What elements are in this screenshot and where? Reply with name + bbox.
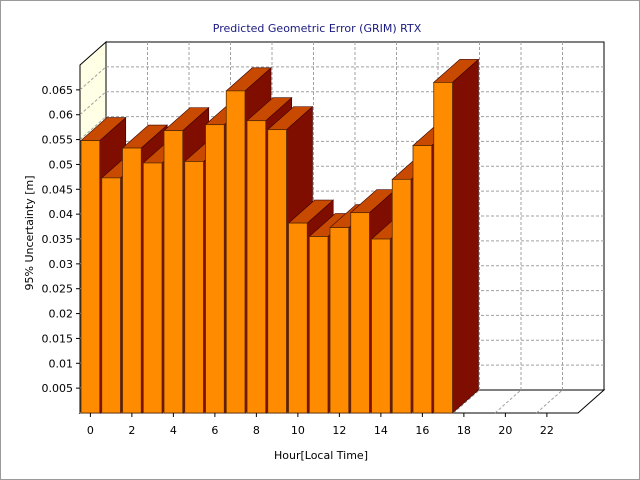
y-tick-label: 0.015 [42, 332, 74, 345]
bar-front [205, 124, 225, 414]
grid-line-floor [536, 389, 563, 414]
bar-front [433, 82, 453, 414]
y-tick-label: 0.005 [42, 382, 74, 395]
bar-front [142, 162, 163, 414]
grid-line-floor [494, 389, 522, 414]
y-tick-label: 0.045 [42, 183, 74, 196]
x-tick-label: 10 [291, 424, 305, 437]
bar-front [101, 177, 121, 414]
y-tick-label: 0.04 [49, 208, 74, 221]
grid-line-side [79, 66, 107, 91]
grid-line-side [79, 116, 107, 140]
y-axis-label: 95% Uncertainty [m] [23, 175, 36, 290]
bar-front [80, 140, 101, 414]
x-tick-label: 0 [87, 424, 94, 437]
x-tick-label: 18 [457, 424, 471, 437]
x-tick-label: 22 [540, 424, 554, 437]
y-tick-label: 0.03 [49, 258, 74, 271]
bar-front [267, 129, 287, 414]
chart-title: Predicted Geometric Error (GRIM) RTX [213, 22, 422, 35]
grid-line-floor [453, 389, 480, 414]
y-tick-label: 0.05 [49, 158, 74, 171]
x-tick-label: 12 [332, 424, 346, 437]
bar-front [122, 147, 142, 414]
bar-front [184, 161, 204, 414]
y-tick-label: 0.055 [42, 134, 74, 147]
bar-front [350, 212, 370, 414]
y-tick-label: 0.065 [42, 84, 74, 97]
y-tick-label: 0.02 [49, 308, 74, 321]
x-tick-label: 20 [498, 424, 512, 437]
bar-front [163, 130, 184, 414]
bar-front [391, 178, 412, 414]
y-tick-label: 0.035 [42, 233, 74, 246]
grid-line-side [79, 91, 107, 116]
bar-front [412, 145, 433, 414]
y-tick-label: 0.06 [49, 109, 74, 122]
x-tick-label: 8 [253, 424, 260, 437]
bar-front [308, 236, 329, 414]
y-tick-label: 0.01 [49, 357, 74, 370]
x-tick-label: 2 [128, 424, 135, 437]
y-tick-label: 0.025 [42, 283, 74, 296]
bar [432, 58, 480, 414]
bar-front [246, 120, 267, 414]
bar-front [371, 238, 391, 414]
bar-side [452, 58, 479, 414]
bar-front [329, 227, 350, 414]
x-axis-label: Hour[Local Time] [274, 449, 368, 462]
x-tick-label: 4 [170, 424, 177, 437]
x-tick-label: 16 [415, 424, 429, 437]
x-tick-label: 14 [374, 424, 388, 437]
bar-front [225, 90, 246, 414]
x-tick-label: 6 [211, 424, 218, 437]
bar-front [288, 222, 308, 414]
